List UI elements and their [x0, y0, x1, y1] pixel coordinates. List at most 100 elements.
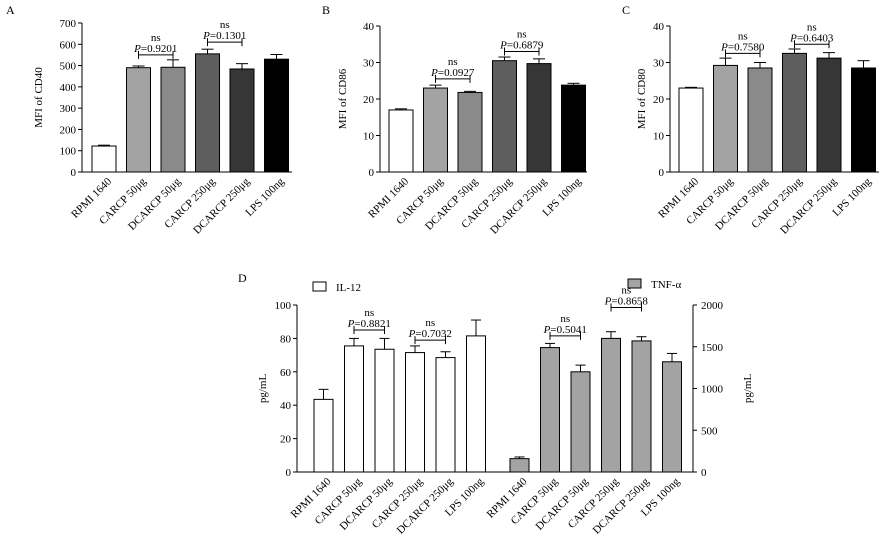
- p-symbol: P: [408, 328, 416, 340]
- panel-a-bar: [264, 58, 289, 173]
- panel-d-bar: [601, 337, 621, 473]
- panel-c-y-axis-label: MFI of CD80: [636, 68, 648, 129]
- panel-d-y-tick-label-right: 1500: [701, 342, 724, 354]
- panel-d-bar: [405, 352, 425, 473]
- panel-d-legend-swatch: [312, 281, 327, 292]
- panel-a-xtick-label: LPS 100ng: [243, 175, 287, 219]
- panel-c-y-tick-label: 10: [653, 131, 665, 143]
- panel-b-bar: [388, 109, 414, 173]
- panel-a-y-tick-label: 600: [60, 39, 77, 51]
- panel-a-y-tick-label: 300: [60, 103, 77, 115]
- panel-b-y-tick-label: 20: [363, 94, 375, 106]
- p-symbol: P: [543, 324, 551, 336]
- p-symbol: P: [604, 296, 612, 308]
- panel-c-bar: [713, 64, 738, 173]
- panel-d-y-tick-label-left: 40: [280, 400, 292, 412]
- panel-a-p-value-label: P=0.1301: [202, 30, 246, 42]
- panel-a-y-tick-label: 100: [60, 146, 77, 158]
- panel-a-y-tick-label: 500: [60, 61, 77, 73]
- panel-a-y-tick-label: 0: [71, 167, 77, 179]
- panel-a-y-tick-label: 400: [60, 82, 77, 94]
- panel-b-y-tick-label: 40: [363, 21, 375, 33]
- p-value: =0.8821: [354, 318, 390, 330]
- p-symbol: P: [430, 67, 438, 79]
- panel-d-y-tick-label-left: 20: [280, 434, 292, 446]
- panel-d-p-value-label: P=0.5041: [543, 324, 587, 336]
- panel-a-bar: [160, 66, 186, 173]
- panel-c-letter: C: [622, 3, 630, 17]
- panel-c-y-tick-label: 0: [659, 167, 665, 179]
- panel-c-bar: [782, 52, 807, 173]
- panel-a-y-tick-label: 700: [60, 18, 77, 30]
- panel-c-ns-label: ns: [807, 21, 817, 33]
- panel-b-letter: B: [322, 3, 330, 17]
- p-value: =0.6879: [507, 40, 544, 52]
- panel-a-y-axis-label: MFI of CD40: [33, 67, 45, 128]
- panel-d-y-tick-label-right: 2000: [701, 300, 724, 312]
- panel-b-bar: [457, 91, 483, 173]
- panel-b-p-value-label: P=0.6879: [499, 40, 544, 52]
- panel-a-p-value-label: P=0.9201: [133, 43, 177, 55]
- panel-c-bar: [678, 87, 704, 173]
- panel-d-ns-label: ns: [364, 307, 374, 319]
- panel-d-ns-label: ns: [560, 313, 570, 325]
- panel-c-y-tick-label: 30: [653, 58, 665, 70]
- panel-a-ns-label: ns: [151, 32, 161, 44]
- p-symbol: P: [789, 32, 797, 44]
- p-value: =0.9201: [141, 43, 177, 55]
- panel-d-legend-label: IL-12: [336, 282, 361, 294]
- panel-a-bar: [229, 68, 255, 173]
- p-value: =0.7032: [415, 328, 451, 340]
- panel-a-ns-label: ns: [220, 19, 230, 31]
- panel-d-bar: [374, 348, 395, 473]
- p-value: =0.7580: [728, 41, 765, 53]
- p-value: =0.5041: [550, 324, 586, 336]
- panel-b-bar: [423, 87, 448, 173]
- panel-b-y-tick-label: 10: [363, 131, 375, 143]
- panel-d-bar: [631, 340, 652, 473]
- panel-c-p-value-label: P=0.7580: [720, 41, 765, 53]
- panel-d-y-tick-label-left: 60: [280, 367, 292, 379]
- panel-c-bar: [851, 67, 876, 173]
- panel-b-bar: [561, 84, 586, 173]
- panel-d-y-tick-label-left: 80: [280, 333, 292, 345]
- p-symbol: P: [202, 30, 210, 42]
- panel-d-bar: [662, 361, 682, 473]
- panel-c-y-tick-label: 20: [653, 94, 665, 106]
- panel-b-bar: [492, 60, 517, 173]
- panel-c-xtick-label: LPS 100ng: [830, 175, 874, 219]
- panel-d-bar: [435, 357, 456, 473]
- panel-d-bar: [344, 345, 364, 473]
- panel-d-p-value-label: P=0.8658: [604, 296, 649, 308]
- panel-d-bar: [313, 398, 334, 473]
- p-value: =0.6403: [797, 32, 834, 44]
- panel-b-y-axis-label: MFI of CD86: [337, 68, 349, 129]
- panel-d-bar: [540, 347, 560, 473]
- panel-d-y-tick-label-right: 0: [701, 467, 707, 479]
- panel-d-y-axis-label-right: pg/mL: [742, 374, 754, 404]
- panel-d-y-tick-label-right: 500: [701, 425, 718, 437]
- panel-c-y-tick-label: 40: [653, 21, 665, 33]
- panel-b-xtick-label: LPS 100ng: [540, 175, 584, 219]
- panel-d-legend-label: TNF-α: [651, 279, 681, 291]
- panel-a-y-tick-label: 200: [60, 124, 77, 136]
- panel-b-ns-label: ns: [517, 29, 527, 41]
- p-value: =0.8658: [611, 296, 648, 308]
- panel-c-p-value-label: P=0.6403: [789, 32, 834, 44]
- panel-d-p-value-label: P=0.7032: [408, 328, 452, 340]
- p-symbol: P: [720, 41, 728, 53]
- panel-d-p-value-label: P=0.8821: [347, 318, 391, 330]
- panel-b-ns-label: ns: [448, 56, 458, 68]
- panel-d-ns-label: ns: [621, 285, 631, 297]
- panel-d-letter: D: [238, 271, 247, 285]
- panel-d-bar: [509, 458, 530, 473]
- panel-d-legend-swatch: [627, 278, 642, 289]
- panel-d-y-axis-label-left: pg/mL: [257, 374, 269, 404]
- p-symbol: P: [347, 318, 355, 330]
- panel-b-y-tick-label: 30: [363, 58, 375, 70]
- p-value: =0.1301: [210, 30, 246, 42]
